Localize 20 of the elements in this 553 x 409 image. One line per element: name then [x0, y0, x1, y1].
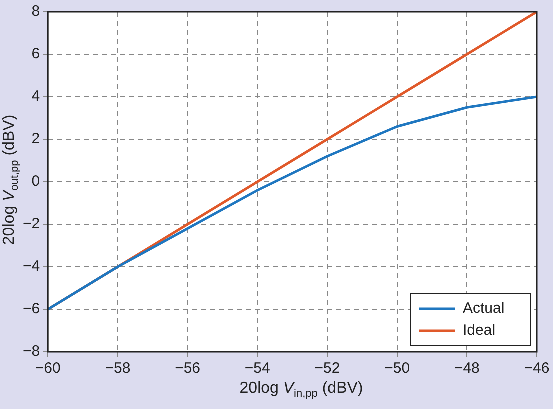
- y-tick-label: 6: [32, 46, 40, 63]
- y-tick-label: −8: [22, 343, 40, 360]
- legend-label: Actual: [463, 300, 505, 318]
- x-tick-label: −58: [105, 360, 131, 378]
- x-tick-label: −46: [524, 360, 550, 378]
- legend-label: Ideal: [463, 322, 496, 340]
- y-tick-label: −2: [22, 216, 40, 233]
- x-tick-label: −48: [454, 360, 480, 378]
- x-tick-label: −56: [175, 360, 201, 378]
- x-tick-label: −50: [384, 360, 410, 378]
- x-tick-label: −52: [314, 360, 340, 378]
- y-tick-label: 4: [32, 88, 40, 106]
- x-axis-title: 20log V$_{in,pp}$ (dBV): [238, 380, 364, 400]
- x-tick-label: −60: [35, 360, 61, 378]
- y-tick-label: −6: [22, 300, 40, 318]
- y-tick-label: 8: [32, 3, 40, 20]
- y-tick-label: 2: [32, 130, 40, 148]
- x-tick-label: −54: [244, 360, 270, 378]
- y-tick-label: −4: [22, 258, 40, 276]
- y-tick-label: 0: [32, 173, 40, 190]
